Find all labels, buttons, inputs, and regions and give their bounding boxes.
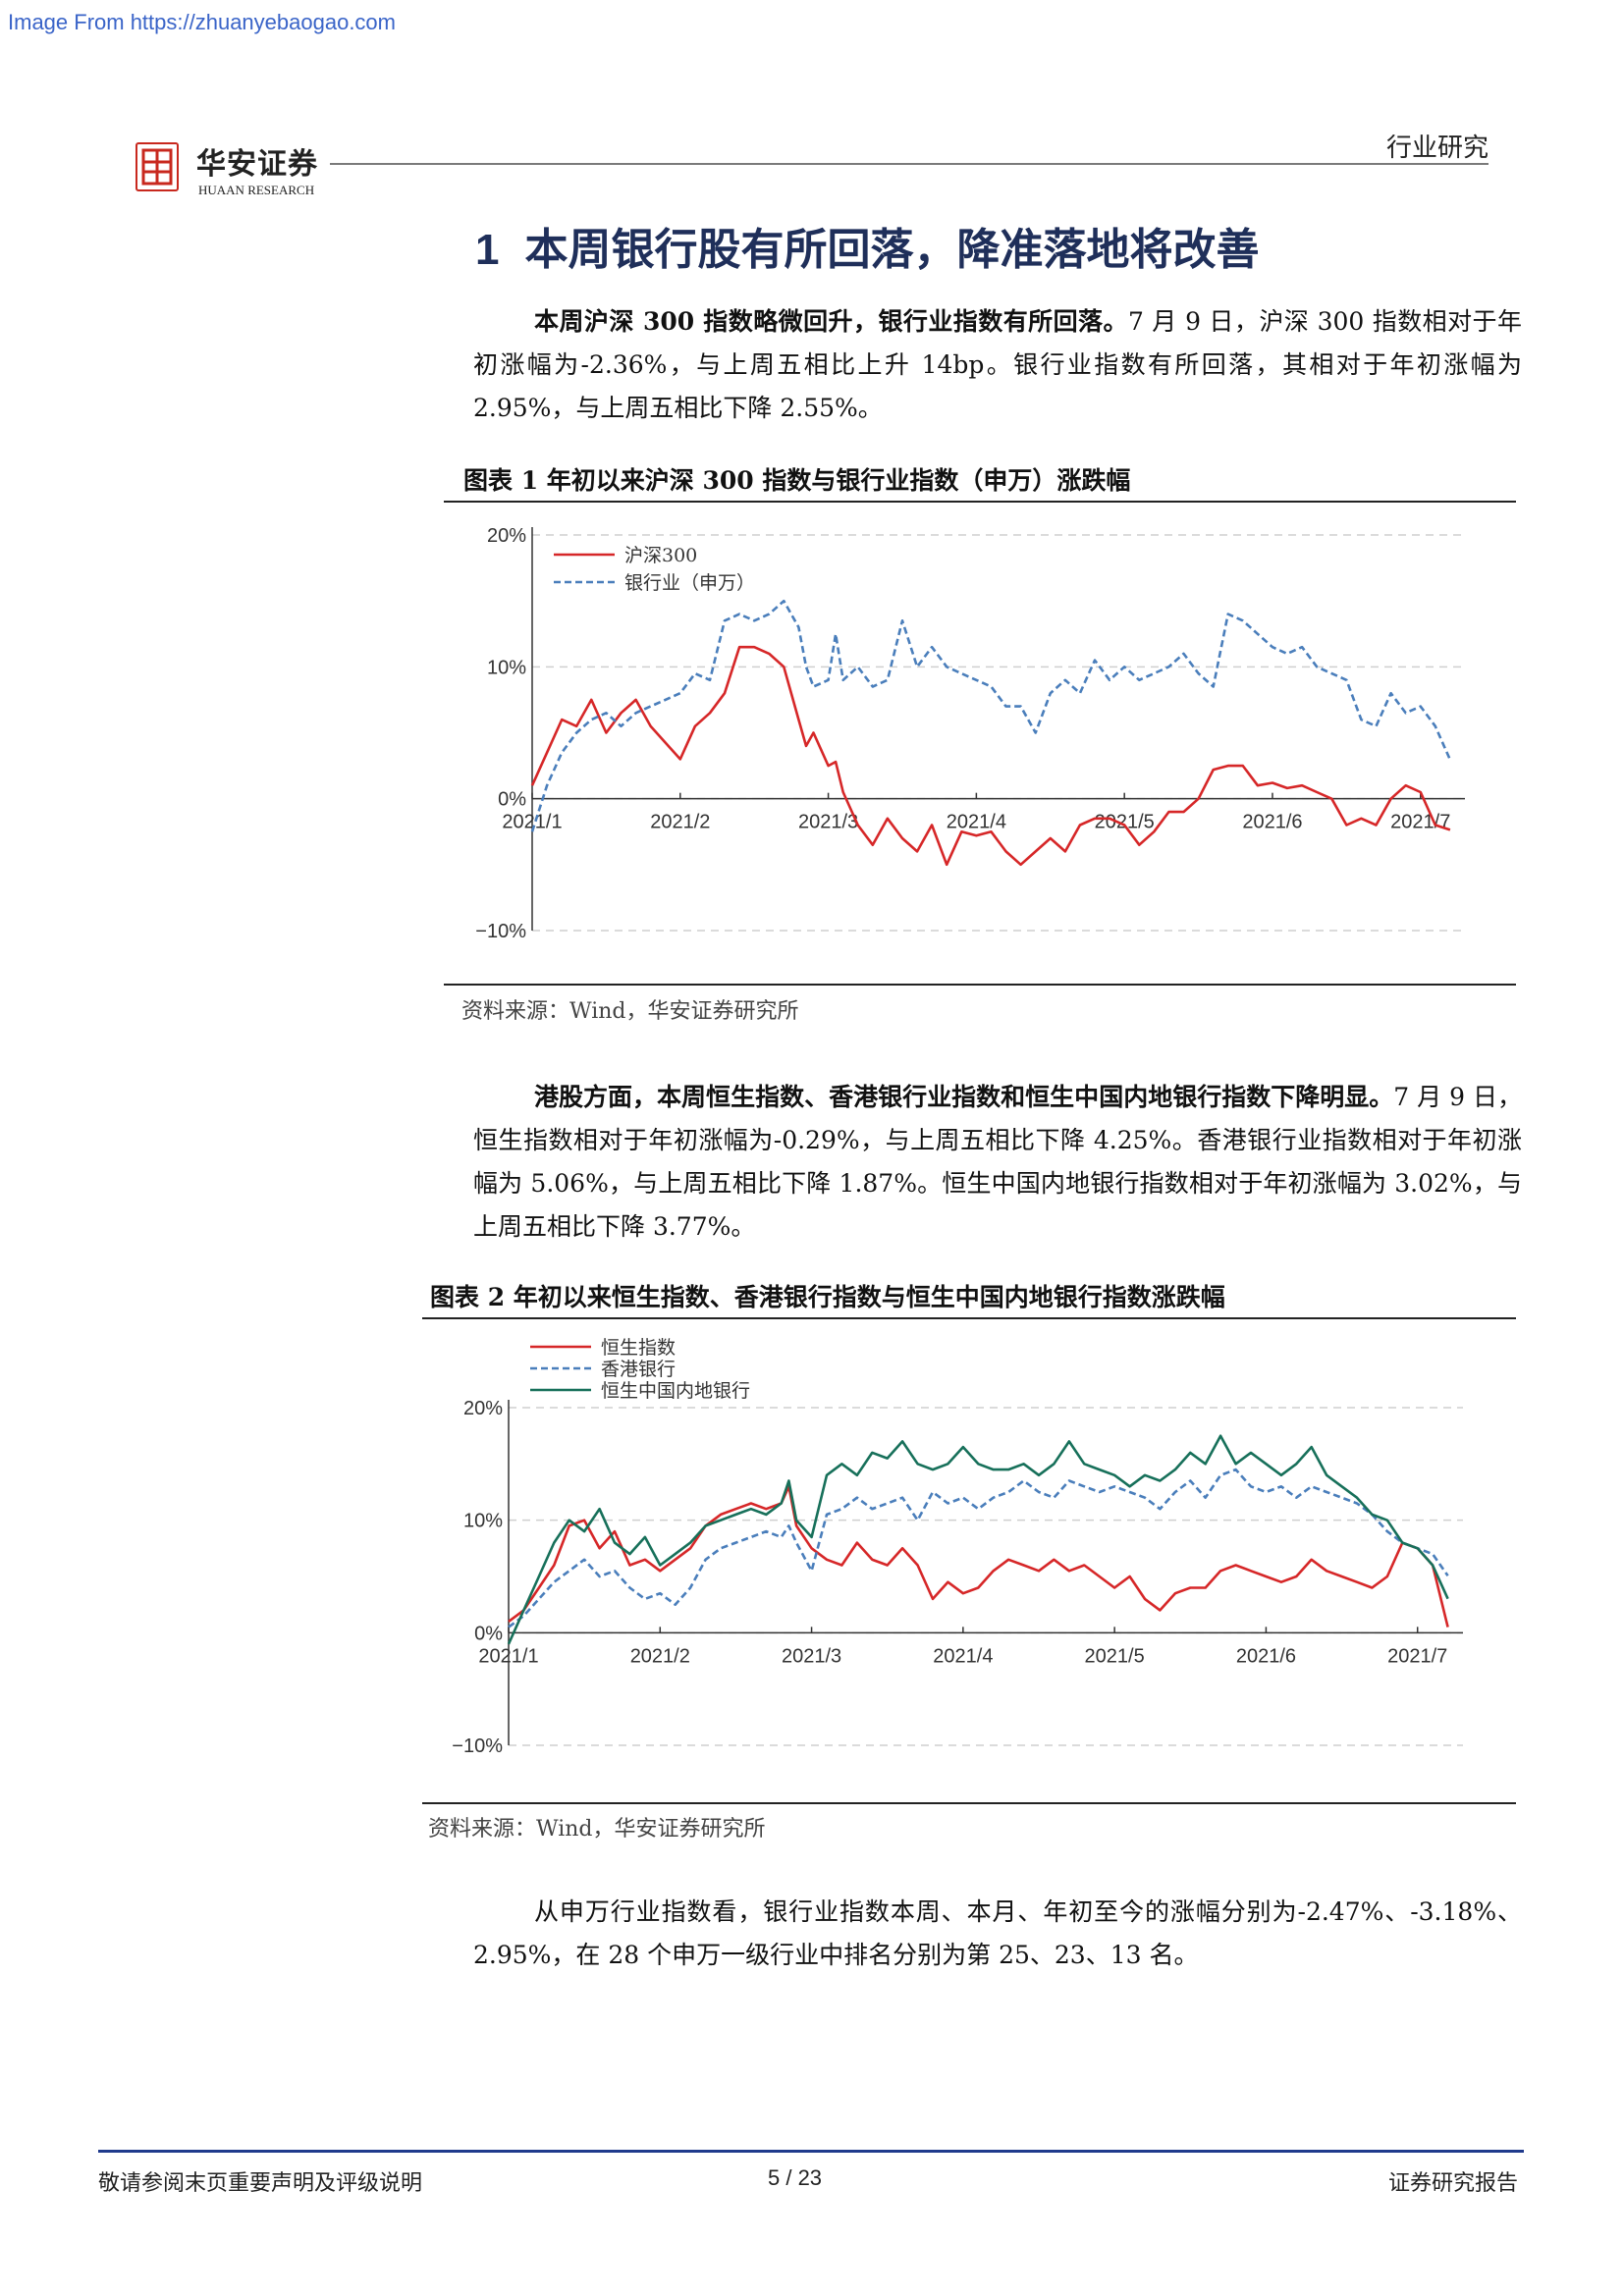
logo-subtitle: HUAAN RESEARCH [198, 183, 315, 197]
x-tick-label: 2021/4 [933, 1645, 993, 1667]
logo-icon [135, 142, 179, 191]
figure-1-source: 资料来源：Wind，华安证券研究所 [461, 999, 799, 1024]
figure-1-bottom-rule [444, 984, 1516, 986]
legend-label-2: 香港银行 [601, 1359, 676, 1380]
footer-disclaimer: 敬请参阅末页重要声明及评级说明 [98, 2171, 423, 2196]
paragraph-1: 本周沪深 300 指数略微回升，银行业指数有所回落。7 月 9 日，沪深 300… [473, 300, 1522, 430]
figure-2-bottom-rule [422, 1802, 1516, 1804]
x-tick-label: 2021/4 [947, 812, 1006, 833]
figure-2-source: 资料来源：Wind，华安证券研究所 [428, 1817, 766, 1842]
header-divider [330, 163, 1489, 165]
y-tick-label: 10% [463, 1511, 503, 1532]
logo-name: 华安证券 [196, 147, 318, 182]
figure-1-title: 图表 1 年初以来沪深 300 指数与银行业指数（申万）涨跌幅 [463, 466, 1131, 495]
legend-label-3: 恒生中国内地银行 [601, 1380, 750, 1402]
x-tick-label: 2021/1 [502, 812, 562, 833]
series-line-1 [530, 645, 1451, 867]
paragraph-2-body: 7 月 9 日，恒生指数相对于年初涨幅为-0.29%，与上周五相比下降 4.25… [473, 1083, 1522, 1241]
series-line-1 [508, 1485, 1449, 1628]
figure-2-title: 图表 2 年初以来恒生指数、香港银行指数与恒生中国内地银行指数涨跌幅 [430, 1283, 1225, 1311]
y-tick-label: 0% [498, 789, 526, 811]
chart-1: 20% 10% 0% −10% 2021/1 2021/2 2021/3 2021/4 2021… [475, 525, 1465, 942]
figure-1-top-rule [444, 501, 1516, 503]
section-number: 1 [475, 226, 500, 274]
footer-page-number: 5 / 23 [768, 2165, 823, 2190]
footer-divider [98, 2150, 1524, 2153]
x-tick-label: 2021/3 [798, 812, 858, 833]
chart-2: 20% 10% 0% −10% 2021/1 2021/2 2021/3 2021/4 2021… [452, 1337, 1463, 1757]
paragraph-2: 港股方面，本周恒生指数、香港银行业指数和恒生中国内地银行指数下降明显。7 月 9… [473, 1076, 1522, 1249]
legend-label-2: 银行业（申万） [624, 572, 755, 594]
x-tick-label: 2021/5 [1085, 1645, 1145, 1667]
x-tick-label: 2021/6 [1242, 812, 1302, 833]
paragraph-1-lead: 本周沪深 300 指数略微回升，银行业指数有所回落。 [534, 307, 1128, 336]
watermark-text: Image From https://zhuanyebaogao.com [8, 10, 396, 34]
paragraph-2-lead: 港股方面，本周恒生指数、香港银行业指数和恒生中国内地银行指数下降明显。 [534, 1083, 1394, 1111]
y-tick-label: 10% [487, 657, 526, 678]
series-line-2 [508, 1468, 1449, 1629]
series-line-3 [507, 1434, 1449, 1645]
series-line-2 [530, 599, 1452, 832]
paragraph-1-body: 7 月 9 日，沪深 300 指数相对于年初涨幅为-2.36%，与上周五相比上升… [473, 307, 1522, 422]
paragraph-3: 从申万行业指数看，银行业指数本周、本月、年初至今的涨幅分别为-2.47%、-3.… [473, 1897, 1522, 1969]
x-tick-label: 2021/6 [1236, 1645, 1296, 1667]
section-title: 1 本周银行股有所回落，降准落地将改善 [475, 214, 1259, 277]
header-category: 行业研究 [1385, 133, 1489, 163]
y-tick-label: 20% [487, 525, 526, 547]
legend-label-1: 恒生指数 [601, 1337, 676, 1359]
x-tick-label: 2021/5 [1095, 812, 1155, 833]
y-tick-label: −10% [452, 1735, 503, 1757]
y-tick-label: 20% [463, 1398, 503, 1419]
x-tick-label: 2021/7 [1390, 812, 1450, 833]
x-tick-label: 2021/3 [782, 1645, 841, 1667]
y-tick-label: 0% [474, 1623, 503, 1644]
footer-report-type: 证券研究报告 [1387, 2171, 1518, 2196]
x-tick-label: 2021/1 [478, 1645, 538, 1667]
x-tick-label: 2021/2 [630, 1645, 690, 1667]
figure-2-top-rule [422, 1317, 1516, 1319]
x-tick-label: 2021/2 [650, 812, 710, 833]
y-tick-label: −10% [475, 921, 526, 942]
x-tick-label: 2021/7 [1387, 1645, 1447, 1667]
legend-label-1: 沪深300 [624, 545, 697, 566]
section-title-text: 本周银行股有所回落，降准落地将改善 [524, 225, 1260, 275]
